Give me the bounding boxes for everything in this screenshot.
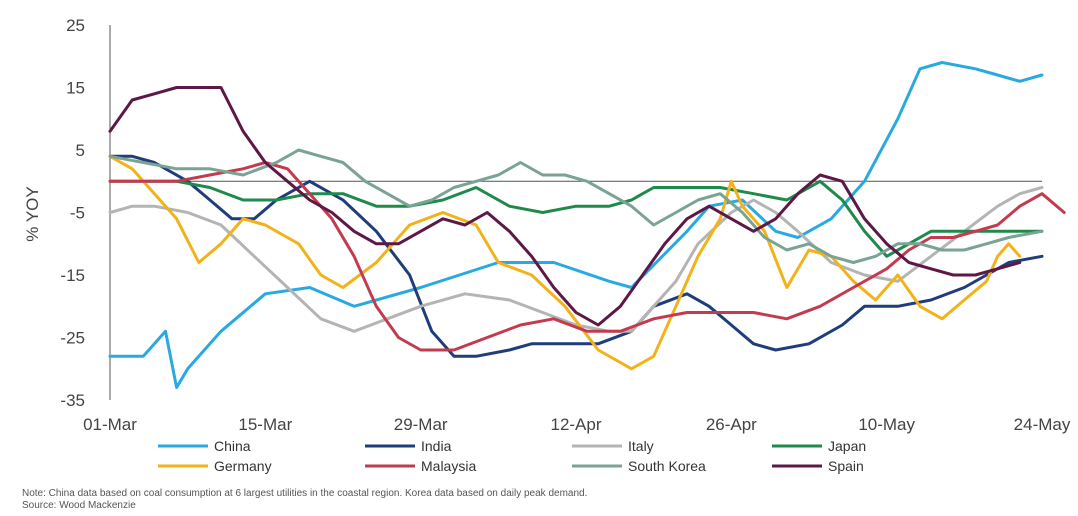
series-line-south-korea <box>108 148 1044 264</box>
legend-label-germany: Germany <box>214 458 272 474</box>
series-line-spain <box>108 86 1022 327</box>
legend-label-south-korea: South Korea <box>628 458 706 474</box>
series-line-malaysia <box>108 161 1066 352</box>
y-tick-label: -25 <box>60 329 85 348</box>
y-axis-label: % YOY <box>23 186 42 241</box>
x-tick-label: 12-Apr <box>550 415 601 434</box>
legend-label-china: China <box>214 438 251 454</box>
y-tick-label: 5 <box>76 141 85 160</box>
x-axis-ticks: 01-Mar 15-Mar 29-Mar 12-Apr 26-Apr 10-May 24-M… <box>83 415 1071 434</box>
chart-note: Note: China data based on coal consumpti… <box>22 488 588 499</box>
y-tick-label: -5 <box>70 204 85 223</box>
x-tick-label: 26-Apr <box>706 415 757 434</box>
legend-label-malaysia: Malaysia <box>421 458 476 474</box>
legend: China India Italy Japan Germany Malaysia South… <box>158 438 866 474</box>
x-tick-label: 15-Mar <box>238 415 292 434</box>
series-line-germany <box>108 154 1022 371</box>
series-line-italy <box>108 186 1044 333</box>
legend-label-japan: Japan <box>828 438 866 454</box>
y-tick-label: -35 <box>60 391 85 410</box>
legend-label-spain: Spain <box>828 458 864 474</box>
x-tick-label: 29-Mar <box>394 415 448 434</box>
series-layer <box>108 61 1066 389</box>
y-tick-label: 15 <box>66 79 85 98</box>
y-axis-ticks: 25 15 5 -5 -15 -25 -35 <box>60 16 85 410</box>
y-tick-label: 25 <box>66 16 85 35</box>
series-line-china <box>108 61 1044 389</box>
chart-source: Source: Wood Mackenzie <box>22 500 136 511</box>
line-chart: 25 15 5 -5 -15 -25 -35 01-Mar 15-Mar 29-Mar 12-Ap… <box>23 16 1071 474</box>
series-line-japan <box>108 179 1044 258</box>
y-tick-label: -15 <box>60 266 85 285</box>
x-tick-label: 01-Mar <box>83 415 137 434</box>
x-tick-label: 24-May <box>1014 415 1071 434</box>
legend-label-italy: Italy <box>628 438 654 454</box>
x-tick-label: 10-May <box>858 415 915 434</box>
legend-label-india: India <box>421 438 452 454</box>
